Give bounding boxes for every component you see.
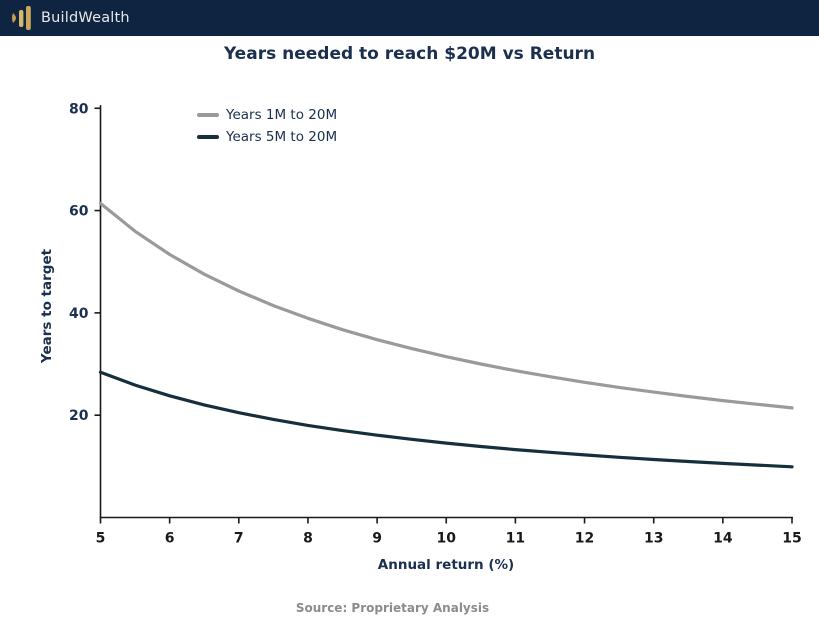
legend-item: Years 5M to 20M (197, 129, 337, 145)
legend-line-swatch (197, 135, 219, 139)
x-tick-label: 11 (506, 531, 525, 547)
y-tick-label: 20 (69, 408, 89, 424)
source-note: Source: Proprietary Analysis (295, 601, 490, 615)
x-tick-label: 9 (372, 531, 382, 547)
legend-label: Years 5M to 20M (226, 129, 338, 145)
x-tick-label: 6 (165, 531, 175, 547)
y-tick-label: 40 (69, 306, 89, 322)
legend: Years 1M to 20M Years 5M to 20M (197, 107, 337, 145)
x-tick-label: 5 (96, 531, 106, 547)
legend-line-swatch (197, 113, 219, 117)
x-tick-label: 14 (713, 531, 733, 547)
x-tick-label: 8 (303, 531, 313, 547)
x-tick-label: 7 (234, 531, 244, 547)
brand-name: BuildWealth (41, 10, 130, 26)
data-line (98, 370, 794, 469)
x-tick-label: 12 (575, 531, 594, 547)
x-tick-label: 15 (782, 531, 801, 547)
bar-chart-logo-icon (12, 6, 31, 30)
chart-title: Years needed to reach $20M vs Return (223, 44, 596, 64)
y-tick-label: 60 (69, 204, 89, 220)
x-tick-label: 10 (437, 531, 457, 547)
data-line (98, 201, 794, 410)
y-axis-label: Years to target (39, 248, 55, 364)
y-tick-label: 80 (69, 101, 89, 117)
app-header: BuildWealth (0, 0, 819, 36)
x-tick-label: 13 (644, 531, 663, 547)
legend-label: Years 1M to 20M (226, 107, 338, 123)
legend-item: Years 1M to 20M (197, 107, 337, 123)
x-axis-label: Annual return (%) (377, 557, 515, 573)
